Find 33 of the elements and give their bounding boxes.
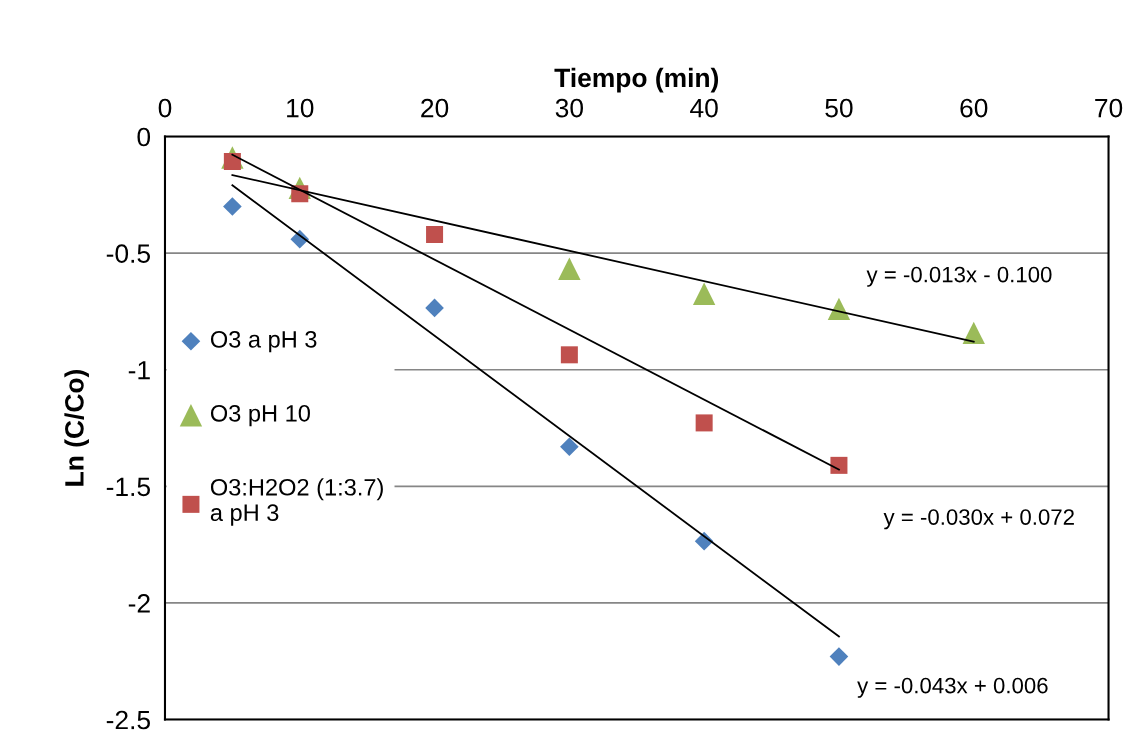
y-tick-label: -0.5 — [106, 244, 150, 263]
point — [829, 647, 849, 666]
y-axis-title: Ln (C/Co) — [64, 369, 89, 486]
legend-label: O3 a pH 3 — [210, 330, 317, 353]
y-tick-label: -1.5 — [106, 477, 150, 497]
point — [223, 197, 242, 216]
point — [692, 282, 716, 305]
y-tick-label: 0 — [137, 127, 151, 147]
point — [558, 257, 581, 280]
point — [830, 456, 848, 474]
annotation: y = -0.030x + 0.072 — [883, 509, 1074, 530]
legend-label: O3 pH 10 — [210, 404, 310, 427]
point — [962, 321, 985, 345]
annotation: y = -0.013x - 0.100 — [866, 266, 1052, 287]
point — [695, 414, 713, 432]
x-tick-label: 60 — [960, 98, 988, 118]
x-tick-label: 0 — [158, 98, 172, 118]
x-tick-label: 10 — [287, 98, 314, 118]
point — [560, 346, 578, 364]
x-tick-label: 30 — [555, 98, 583, 118]
point — [425, 298, 444, 318]
x-tick-label: 40 — [690, 98, 718, 118]
x-axis-title: Tiempo (min) — [554, 67, 719, 93]
y-tick-label: -2.5 — [106, 710, 150, 730]
legend-label: O3:H2O2 (1:3.7) a pH 3 — [210, 478, 383, 526]
x-tick-label: 70 — [1095, 98, 1123, 118]
annotation: y = -0.043x + 0.006 — [857, 677, 1048, 698]
x-tick-label: 50 — [825, 98, 853, 118]
point — [426, 225, 444, 243]
y-tick-label: -1 — [128, 361, 150, 380]
x-tick-label: 20 — [421, 98, 449, 118]
point — [560, 437, 579, 457]
y-tick-label: -2 — [128, 594, 150, 613]
